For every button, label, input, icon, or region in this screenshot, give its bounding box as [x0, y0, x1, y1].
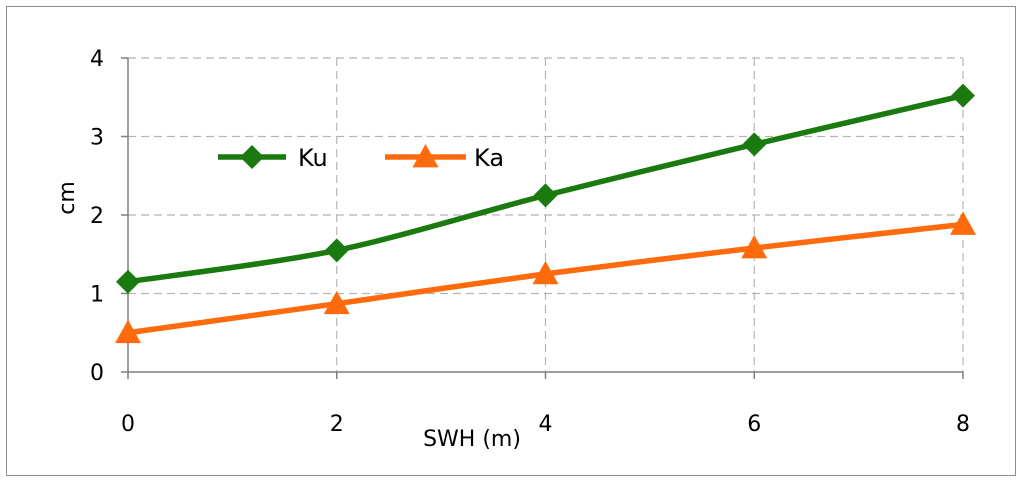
y-tick-label: 2 [90, 204, 104, 229]
data-point-ka [741, 234, 768, 259]
series-group [115, 83, 976, 344]
x-tick-label: 4 [539, 412, 553, 437]
x-tick-label: 8 [956, 412, 970, 437]
legend: Ku Ka [218, 144, 504, 172]
x-tick-label: 2 [330, 412, 344, 437]
chart-frame [6, 6, 1016, 476]
legend-label-ku: Ku [298, 144, 328, 172]
axes [121, 57, 964, 379]
x-axis-title: SWH (m) [423, 427, 521, 452]
data-point-ka [323, 290, 350, 315]
y-tick-label: 0 [90, 361, 104, 386]
data-point-ku [533, 183, 558, 208]
legend-marker-ku [240, 145, 264, 169]
tick-labels: 0 1 2 3 4 0 2 4 6 8 [90, 47, 970, 437]
data-point-ku [324, 238, 349, 263]
y-tick-label: 3 [90, 126, 104, 151]
x-tick-label: 6 [747, 412, 761, 437]
data-point-ka [532, 260, 559, 285]
data-point-ku [116, 269, 140, 294]
y-tick-label: 4 [90, 47, 104, 72]
data-point-ku [951, 83, 975, 108]
x-tick-label: 0 [121, 412, 135, 437]
legend-label-ka: Ka [474, 144, 504, 172]
data-point-ku [742, 132, 767, 157]
legend-marker-ka [412, 144, 439, 168]
y-axis-title: cm [55, 181, 80, 215]
data-point-ka [950, 211, 976, 235]
data-point-ka [115, 319, 141, 344]
y-tick-label: 1 [90, 283, 104, 308]
grid-lines [128, 57, 964, 372]
